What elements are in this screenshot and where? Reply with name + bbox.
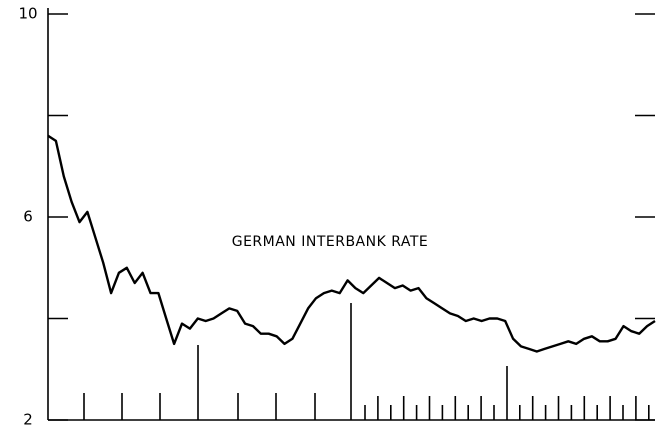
y-tick-label: 10 — [18, 5, 37, 23]
y-tick-label: 6 — [23, 208, 33, 226]
y-tick-label: 2 — [23, 411, 33, 425]
x-ticks — [83, 303, 650, 420]
data-line — [47, 134, 656, 353]
annotation: GERMAN INTERBANK RATE — [232, 234, 429, 250]
